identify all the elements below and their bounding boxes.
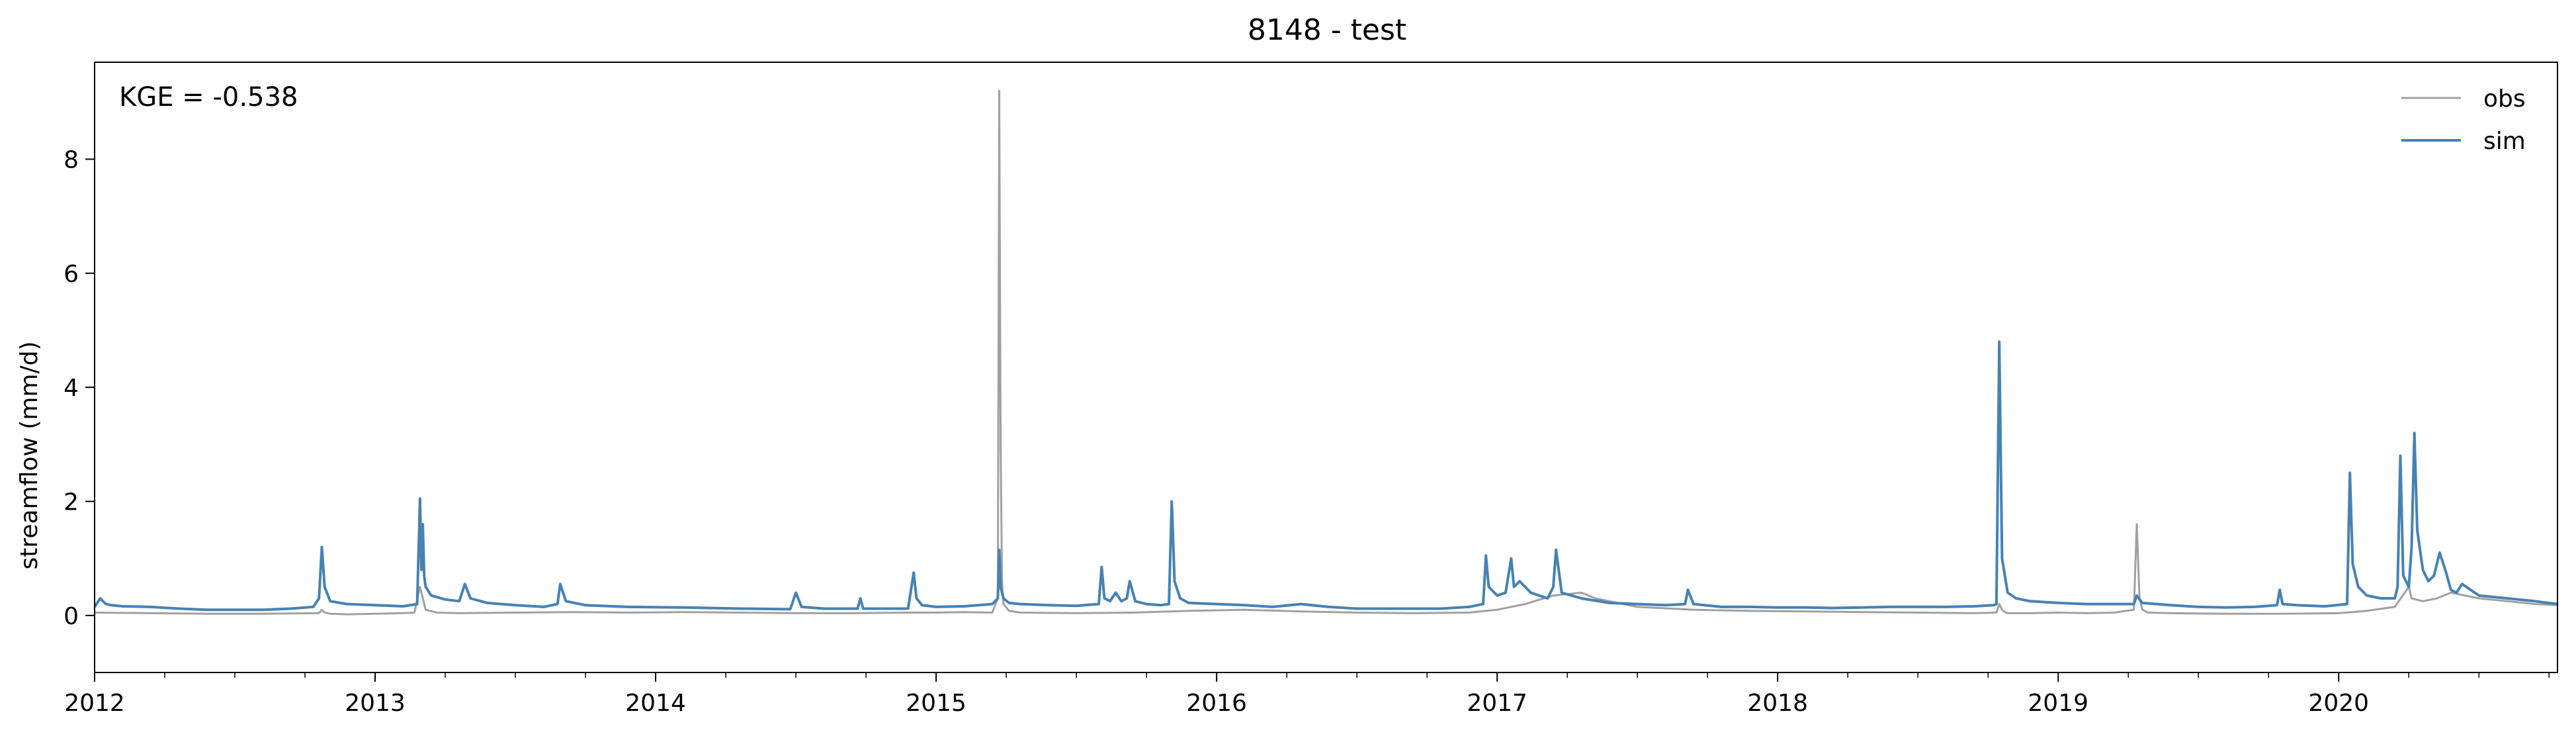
y-tick-label: 4: [64, 375, 79, 402]
x-tick-label: 2016: [1186, 690, 1247, 717]
x-tick-label: 2012: [64, 690, 125, 717]
series-line-sim: [93, 340, 2558, 612]
y-tick-label: 0: [64, 603, 79, 630]
plot-frame: [94, 62, 2558, 673]
x-tick-label: 2015: [906, 690, 966, 717]
y-tick-label: 8: [64, 146, 79, 173]
x-tick-label: 2013: [345, 690, 406, 717]
kge-annotation: KGE = -0.538: [119, 82, 298, 113]
x-tick-label: 2019: [2028, 690, 2088, 717]
series-line-obs: [94, 89, 2558, 616]
y-tick-label: 2: [64, 488, 79, 516]
x-tick-label: 2020: [2308, 690, 2369, 717]
x-tick-label: 2014: [625, 690, 686, 717]
x-tick-label: 2018: [1747, 690, 1808, 717]
x-tick-label: 2017: [1467, 690, 1527, 717]
legend-label-sim: sim: [2483, 128, 2526, 155]
legend: obs sim: [2401, 85, 2526, 155]
y-tick-label: 6: [64, 261, 79, 288]
y-axis-label: streamflow (mm/d): [16, 342, 43, 570]
legend-label-obs: obs: [2483, 85, 2526, 113]
chart-title: 8148 - test: [1248, 13, 1406, 47]
